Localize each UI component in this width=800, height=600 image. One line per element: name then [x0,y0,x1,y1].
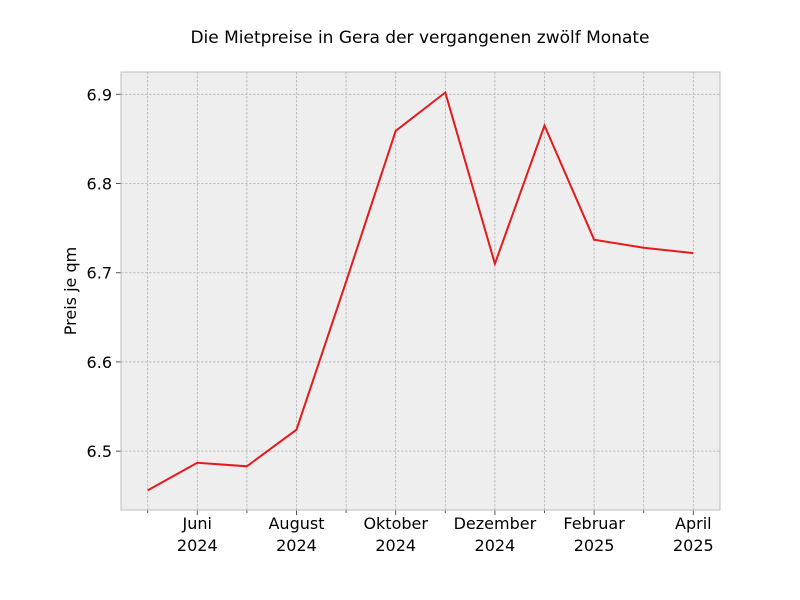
x-tick-label: Oktober 2024 [363,514,428,555]
data-line [147,90,694,492]
x-tick-label: Februar 2025 [563,514,625,555]
y-tick-label: 6.6 [87,353,112,372]
y-tick-label: 6.9 [87,85,112,104]
plot-border [120,71,721,511]
x-tick-label: Juni 2024 [176,514,218,555]
plot-background [121,72,720,510]
y-tick-label: 6.8 [87,175,112,194]
y-tick-label: 6.7 [87,264,112,283]
y-axis-label: Preis je qm [61,247,80,335]
chart-title: Die Mietpreise in Gera der vergangenen z… [190,28,649,48]
y-tick-label: 6.5 [87,442,112,461]
x-tick-label: August 2024 [268,514,325,555]
x-tick-label: April 2025 [672,514,714,555]
x-tick-label: Dezember 2024 [453,514,537,555]
